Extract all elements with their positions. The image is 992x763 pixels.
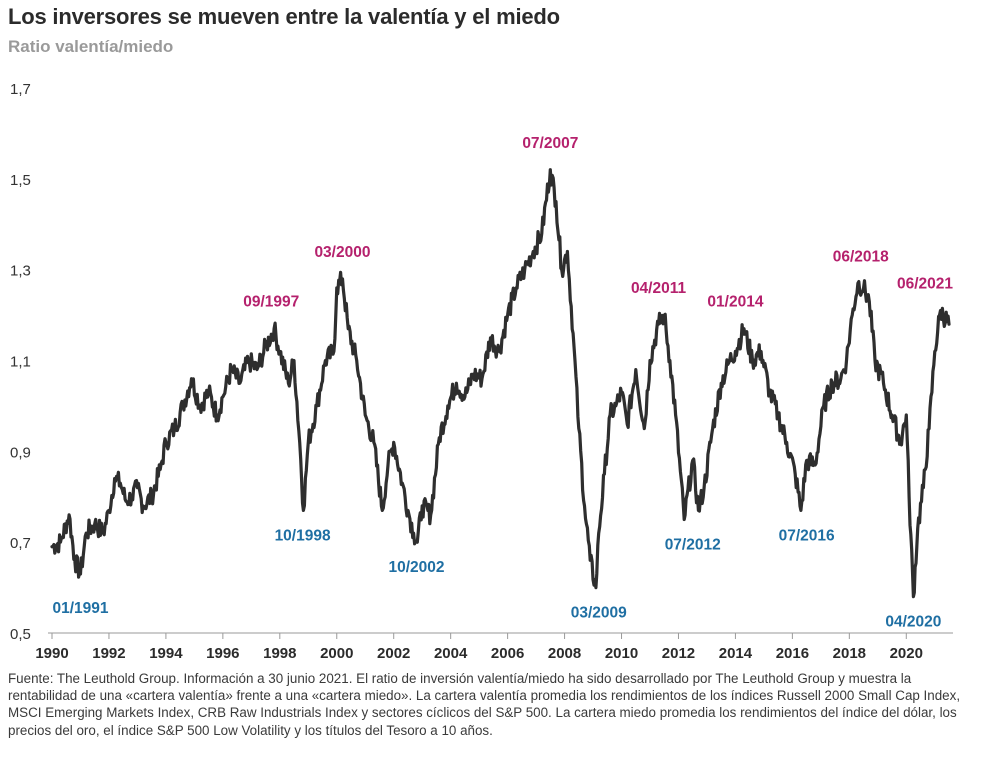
chart-subtitle: Ratio valentía/miedo: [8, 37, 174, 56]
footnote: Fuente: The Leuthold Group. Información …: [8, 670, 978, 739]
chart-title: Los inversores se mueven entre la valent…: [8, 4, 560, 29]
x-tick-label: 2008: [548, 645, 581, 662]
x-tick-label: 2010: [605, 645, 638, 662]
x-tick-label: 2018: [833, 645, 866, 662]
y-tick-label: 1,3: [10, 263, 31, 280]
footnote-text: Fuente: The Leuthold Group. Información …: [8, 671, 961, 738]
x-tick-label: 2006: [491, 645, 524, 662]
annotation-labels: 01/1991 09/1997 10/1998 03/2000 10/2002 07/20…: [52, 135, 953, 631]
peak-annotation: 06/2018: [833, 248, 889, 265]
x-tick-label: 1994: [149, 645, 183, 662]
trough-annotation: 07/2012: [665, 536, 721, 553]
y-tick-label: 1,5: [10, 172, 31, 189]
trough-annotation: 01/1991: [52, 600, 108, 617]
peak-annotation: 06/2021: [897, 276, 953, 293]
x-tick-label: 2002: [377, 645, 410, 662]
x-tick-label: 2016: [776, 645, 809, 662]
trough-annotation: 04/2020: [885, 614, 941, 631]
y-tick-label: 0,5: [10, 626, 31, 643]
y-axis-ticks: 0,5 0,7 0,9 1,1 1,3 1,5 1,7: [10, 81, 31, 643]
x-tick-label: 1992: [92, 645, 125, 662]
y-tick-label: 0,7: [10, 535, 31, 552]
x-tick-label: 1996: [206, 645, 239, 662]
peak-annotation: 03/2000: [314, 244, 370, 261]
trough-annotation: 10/2002: [388, 559, 444, 576]
x-tick-label: 2000: [320, 645, 353, 662]
x-axis-ticks: 1990 1992 1994 1996 1998 2000 2002 2004 2006 2008…: [35, 633, 923, 662]
series-line: [50, 168, 951, 599]
x-tick-label: 2014: [719, 645, 753, 662]
trough-annotation: 10/1998: [275, 527, 331, 544]
peak-annotation: 04/2011: [631, 280, 687, 297]
x-tick-label: 2012: [662, 645, 695, 662]
x-tick-label: 1990: [35, 645, 68, 662]
y-tick-label: 1,7: [10, 81, 31, 98]
trough-annotation: 03/2009: [571, 605, 627, 622]
x-tick-label: 1998: [263, 645, 296, 662]
x-tick-label: 2004: [434, 645, 468, 662]
chart-area: 0,50,70,91,11,31,51,7 1990 1992 1994 1996 19…: [10, 81, 953, 662]
peak-annotation: 09/1997: [243, 294, 299, 311]
trough-annotation: 07/2016: [779, 527, 835, 544]
x-tick-label: 2020: [890, 645, 923, 662]
peak-annotation: 07/2007: [522, 135, 578, 152]
y-tick-label: 0,9: [10, 444, 31, 461]
peak-annotation: 01/2014: [707, 294, 763, 311]
y-tick-label: 1,1: [10, 354, 31, 371]
